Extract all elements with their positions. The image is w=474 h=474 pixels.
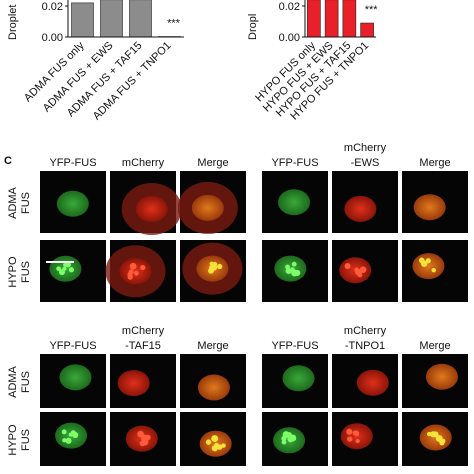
droplet: [425, 258, 431, 264]
droplet: [221, 443, 226, 448]
row-label: HYPO: [7, 424, 19, 456]
bar: [324, 0, 339, 38]
row-label: FUS: [20, 261, 32, 283]
droplet: [145, 434, 151, 441]
y-tick-label: 0.00: [42, 32, 63, 44]
droplet: [217, 263, 223, 270]
nucleus: [117, 370, 150, 397]
nucleus: [59, 364, 92, 391]
bar: [360, 22, 374, 38]
bar: [71, 2, 94, 38]
droplet: [63, 262, 68, 267]
droplet: [287, 435, 294, 443]
significance: ***: [365, 4, 379, 16]
droplet: [133, 270, 139, 276]
panel-label: C: [4, 155, 12, 167]
droplet: [281, 435, 287, 442]
column-header: YFP-FUS: [49, 157, 96, 169]
bar: [307, 0, 321, 38]
y-tick-label: 0.02: [42, 1, 63, 13]
row-label: ADMA: [7, 365, 19, 397]
droplet: [344, 262, 351, 270]
column-header: -EWS: [351, 157, 380, 169]
nucleus: [278, 189, 311, 216]
droplet: [432, 431, 439, 438]
droplet: [431, 267, 436, 273]
droplet: [355, 438, 360, 444]
droplet: [211, 445, 218, 452]
droplet: [294, 269, 301, 277]
column-header: mCherry: [344, 142, 387, 154]
column-header: Merge: [197, 157, 228, 169]
nucleus: [282, 365, 315, 392]
nucleus: [56, 190, 89, 217]
droplet: [205, 439, 212, 445]
droplet: [61, 429, 67, 435]
y-axis-label: Dropl: [247, 14, 259, 40]
droplet: [281, 439, 287, 445]
column-header: Merge: [419, 340, 450, 352]
significance: ***: [167, 18, 181, 30]
droplet: [56, 266, 61, 272]
droplet: [346, 428, 353, 435]
droplet: [70, 430, 76, 436]
droplet: [285, 267, 292, 274]
droplet: [65, 437, 72, 444]
column-header: -TAF15: [125, 340, 161, 352]
row-label: FUS: [20, 371, 32, 393]
droplet: [58, 269, 65, 276]
droplet: [68, 267, 75, 273]
nucleus: [412, 253, 445, 280]
bar: [100, 0, 123, 38]
bar: [129, 0, 152, 38]
y-axis-label: Droplet: [7, 5, 19, 40]
column-header: mCherry: [122, 325, 165, 337]
droplet: [140, 264, 146, 271]
nucleus: [425, 363, 458, 390]
row-label: ADMA: [7, 186, 19, 218]
column-header: YFP-FUS: [271, 157, 318, 169]
nucleus: [356, 369, 389, 396]
droplet: [291, 261, 297, 267]
nucleus: [344, 195, 377, 222]
nucleus: [419, 424, 452, 451]
droplet: [62, 438, 67, 443]
nucleus: [413, 194, 446, 221]
droplet: [420, 260, 425, 265]
column-header: Merge: [197, 340, 228, 352]
droplet: [435, 435, 443, 443]
bar: [342, 0, 357, 38]
droplet: [141, 438, 149, 446]
droplet: [426, 431, 432, 437]
column-header: mCherry: [122, 157, 165, 169]
droplet: [127, 272, 133, 278]
column-header: YFP-FUS: [271, 340, 318, 352]
column-header: YFP-FUS: [49, 340, 96, 352]
column-header: mCherry: [344, 325, 387, 337]
droplet: [347, 436, 353, 442]
row-label: HYPO: [7, 256, 19, 288]
droplet: [352, 430, 358, 436]
nucleus: [135, 196, 168, 223]
droplet: [355, 268, 362, 276]
nucleus: [191, 194, 224, 221]
column-header: Merge: [419, 157, 450, 169]
droplet: [211, 435, 219, 443]
droplet: [209, 264, 216, 272]
column-header: -TNPO1: [345, 340, 385, 352]
y-tick-label: 0.02: [279, 1, 300, 13]
row-label: FUS: [20, 192, 32, 214]
droplet: [216, 444, 223, 450]
nucleus: [197, 374, 230, 401]
droplet: [129, 262, 137, 270]
row-label: FUS: [20, 429, 32, 451]
y-tick-label: 0.00: [279, 32, 300, 44]
